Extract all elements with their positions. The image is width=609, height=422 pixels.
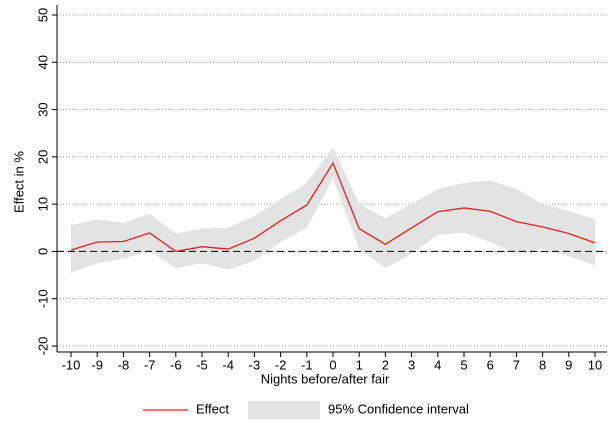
x-tick-label: -6 [170, 357, 182, 372]
y-tick-label: -20 [35, 337, 50, 356]
x-tick-label: -10 [62, 357, 81, 372]
y-tick-label: 10 [35, 197, 50, 211]
x-tick-label: 3 [408, 357, 415, 372]
y-tick-label: -10 [35, 289, 50, 308]
effect-line [70, 161, 596, 253]
x-tick-label: 6 [487, 357, 494, 372]
x-tick-label: 1 [356, 357, 363, 372]
y-tick-label: 50 [35, 8, 50, 22]
x-tick-label: 8 [539, 357, 546, 372]
x-tick-label: -1 [301, 357, 313, 372]
legend-label: Effect [196, 401, 229, 416]
x-tick-label: -8 [118, 357, 130, 372]
x-tick-label: -3 [249, 357, 261, 372]
x-axis-title: Nights before/after fair [261, 371, 390, 386]
y-tick-label: 30 [35, 102, 50, 116]
x-tick-label: -4 [222, 357, 234, 372]
y-tick-label: 20 [35, 150, 50, 164]
x-tick-label: 5 [460, 357, 467, 372]
legend-swatch [248, 401, 320, 419]
x-tick-label: -2 [275, 357, 287, 372]
x-tick-label: 7 [513, 357, 520, 372]
x-tick-label: 9 [565, 357, 572, 372]
x-tick-label: 4 [434, 357, 441, 372]
x-tick-label: 0 [329, 357, 336, 372]
x-tick-label: 10 [588, 357, 602, 372]
x-tick-label: 2 [382, 357, 389, 372]
x-tick-label: -5 [196, 357, 208, 372]
y-tick-label: 0 [35, 248, 50, 255]
x-tick-label: -7 [144, 357, 156, 372]
y-tick-label: 40 [35, 55, 50, 69]
legend-label: 95% Confidence interval [328, 401, 469, 416]
confidence-band [71, 147, 595, 273]
x-tick-label: -9 [91, 357, 103, 372]
y-axis-title: Effect in % [11, 151, 26, 213]
